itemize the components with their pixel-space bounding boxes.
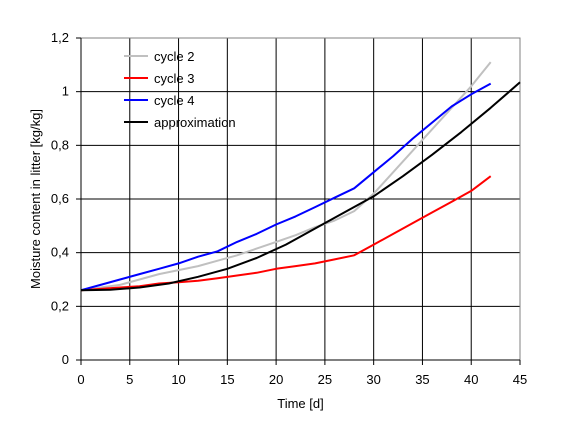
y-tick-label: 0,6 (51, 191, 69, 206)
x-axis-title: Time [d] (277, 396, 323, 411)
y-axis-title: Moisture content in litter [kg/kg] (28, 109, 43, 289)
legend-label: cycle 2 (154, 49, 194, 64)
legend-label: approximation (154, 115, 236, 130)
x-tick-label: 10 (171, 372, 185, 387)
x-tick-label: 0 (77, 372, 84, 387)
y-tick-label: 1 (62, 84, 69, 99)
series-line-cycle-4 (80, 82, 492, 292)
series-line-cycle-2 (80, 61, 492, 292)
series-group (80, 61, 521, 292)
series-line-approximation (80, 81, 521, 292)
series-line-cycle-3 (80, 175, 492, 292)
legend: cycle 2 cycle 3 cycle 4 approximation (124, 49, 236, 130)
legend-label: cycle 4 (154, 93, 194, 108)
x-tick-label: 5 (126, 372, 133, 387)
x-tick-label: 15 (220, 372, 234, 387)
y-tick-label: 0,2 (51, 298, 69, 313)
x-tick-label: 35 (415, 372, 429, 387)
y-tick-label: 0,8 (51, 137, 69, 152)
axes: 0 5 10 15 20 25 30 35 40 45 0 0,2 0,4 0,6 0,8 1 1,2 (51, 30, 527, 387)
grid (80, 37, 521, 361)
y-tick-label: 1,2 (51, 30, 69, 45)
y-tick-label: 0 (62, 352, 69, 367)
x-tick-label: 20 (269, 372, 283, 387)
x-tick-label: 30 (366, 372, 380, 387)
y-tick-label: 0,4 (51, 245, 69, 260)
x-tick-label: 40 (464, 372, 478, 387)
x-tick-label: 25 (318, 372, 332, 387)
x-tick-label: 45 (513, 372, 527, 387)
legend-label: cycle 3 (154, 71, 194, 86)
